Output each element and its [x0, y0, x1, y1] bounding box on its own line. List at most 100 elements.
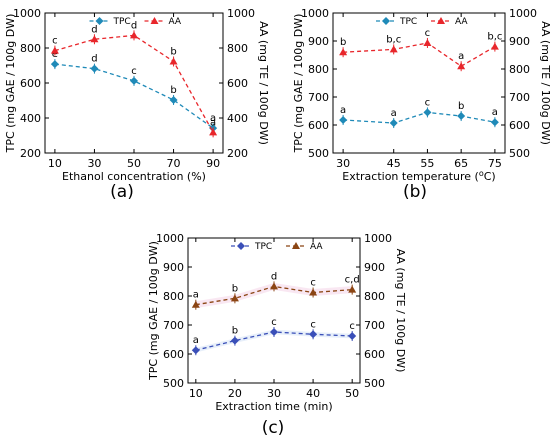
data-point-tpc: [230, 336, 239, 345]
chart-panel-2: 30 45 55 65 75 500 500 600 600 700 700 800 800 900 900…: [292, 7, 550, 202]
significance-label: b,c: [487, 32, 502, 43]
x-tick-label: 65: [454, 157, 468, 170]
data-point-aa: [130, 31, 138, 39]
y-tick-label-left: 500: [308, 147, 329, 160]
y-tick-label-right: 200: [227, 147, 248, 160]
y-tick-label-left: 900: [308, 35, 329, 48]
y-tick-label-right: 800: [509, 63, 530, 76]
significance-label: a: [340, 105, 346, 116]
data-point-aa: [270, 282, 278, 290]
legend-marker-tpc: [95, 17, 104, 25]
significance-label: d: [91, 24, 97, 35]
data-point-tpc: [457, 112, 466, 121]
plot-frame: [332, 12, 506, 154]
x-tick-label: 30: [267, 387, 281, 400]
y-tick-label-left: 600: [163, 348, 184, 361]
y-axis-label-right: AA (mg TE / 100g DW): [257, 21, 270, 145]
data-point-tpc: [348, 332, 357, 341]
significance-label: a: [193, 290, 199, 301]
y-tick-label-right: 500: [364, 377, 385, 390]
plot-frame: [187, 237, 361, 384]
y-tick-label-left: 700: [308, 91, 329, 104]
data-point-aa: [490, 42, 499, 50]
y-axis-label-right: AA (mg TE / 100g DW): [539, 21, 550, 145]
data-point-tpc: [130, 76, 138, 85]
y-tick-label-left: 800: [163, 290, 184, 303]
x-axis-label-sup: o: [479, 169, 484, 178]
legend-marker-tpc: [237, 242, 245, 250]
data-point-tpc: [339, 115, 348, 124]
y-tick-label-right: 600: [509, 119, 530, 132]
x-axis-label-text: Extraction temperature (: [342, 170, 479, 183]
data-point-tpc: [490, 118, 499, 127]
y-tick-label-left: 600: [20, 77, 41, 90]
x-tick-label: 90: [206, 157, 220, 170]
data-point-aa: [339, 48, 348, 56]
y-tick-label-right: 600: [364, 348, 385, 361]
significance-label: a: [210, 113, 216, 124]
x-axis-label-text: Extraction time (min): [215, 400, 332, 413]
y-tick-label-left: 800: [20, 42, 41, 55]
y-tick-label-left: 600: [308, 119, 329, 132]
legend-marker-aa: [437, 17, 445, 24]
data-point-aa: [169, 57, 178, 65]
legend-label-tpc: TPC: [399, 17, 417, 27]
significance-label: c,d: [345, 275, 360, 286]
y-axis-label-left: TPC (mg GAE / 100g DW): [147, 241, 160, 381]
x-tick-label: 70: [167, 157, 181, 170]
y-axis-label-right: AA (mg TE / 100g DW): [394, 249, 407, 373]
data-point-tpc: [270, 327, 278, 336]
significance-label: d: [271, 271, 277, 282]
significance-label: c: [271, 317, 277, 328]
x-tick-label: 50: [345, 387, 359, 400]
data-point-aa: [230, 294, 239, 302]
significance-label: c: [349, 321, 355, 332]
data-point-tpc: [169, 95, 178, 104]
data-point-tpc: [50, 60, 59, 69]
legend-label-aa: AA: [169, 17, 182, 27]
y-tick-label-left: 1000: [156, 232, 184, 245]
y-tick-label-right: 600: [227, 77, 248, 90]
significance-label: a: [492, 107, 498, 118]
y-tick-label-right: 800: [227, 42, 248, 55]
data-point-aa: [90, 35, 99, 43]
significance-label: a: [458, 51, 464, 62]
legend-label-tpc: TPC: [254, 242, 272, 252]
y-tick-label-right: 400: [227, 112, 248, 125]
significance-label: b,c: [386, 34, 401, 45]
x-axis-label: Extraction time (min): [215, 400, 332, 413]
x-tick-label: 40: [306, 387, 320, 400]
x-tick-label: 45: [387, 157, 401, 170]
series-line-tpc: [54, 63, 214, 129]
significance-label: d: [91, 54, 97, 65]
y-tick-label-right: 700: [364, 319, 385, 332]
series-line-tpc: [343, 111, 495, 124]
x-tick-label: 50: [127, 157, 141, 170]
significance-label: c: [131, 66, 137, 77]
data-point-aa: [191, 300, 200, 308]
y-tick-label-right: 900: [364, 261, 385, 274]
y-tick-label-left: 900: [163, 261, 184, 274]
y-tick-label-left: 800: [308, 63, 329, 76]
legend-label-tpc: TPC: [113, 17, 131, 27]
x-tick-label: 10: [189, 387, 203, 400]
y-tick-label-right: 800: [364, 290, 385, 303]
y-tick-label-right: 1000: [364, 232, 392, 245]
y-tick-label-right: 1000: [509, 7, 537, 20]
y-axis-label-left: TPC (mg GAE / 100g DW): [4, 14, 17, 154]
y-tick-label-left: 400: [20, 112, 41, 125]
significance-label: c: [310, 278, 316, 289]
legend-label-aa: AA: [310, 242, 323, 252]
data-point-aa: [348, 285, 357, 293]
y-tick-label-left: 200: [20, 147, 41, 160]
significance-label: a: [193, 335, 199, 346]
significance-label: a: [391, 108, 397, 119]
x-tick-label: 30: [87, 157, 101, 170]
significance-label: b: [232, 283, 238, 294]
chart-panel-1: 10 30 50 70 90 200 200 400 400 600 600 800 800 1000 10…: [4, 7, 270, 202]
significance-label: b: [170, 85, 176, 96]
data-point-aa: [423, 38, 432, 46]
significance-label: a: [210, 117, 216, 128]
data-point-aa: [389, 45, 398, 53]
y-tick-label-left: 500: [163, 377, 184, 390]
